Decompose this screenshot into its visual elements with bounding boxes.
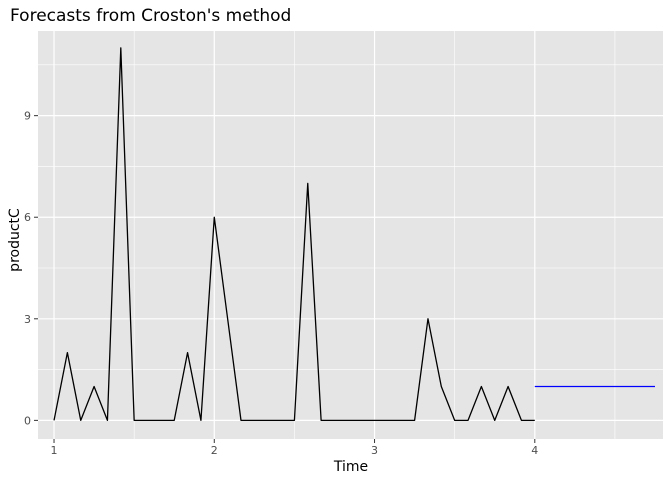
chart-title: Forecasts from Croston's method	[10, 6, 291, 26]
plot-panel	[38, 31, 663, 439]
y-tick-label: 6	[24, 211, 31, 224]
y-tick-label: 0	[24, 414, 31, 427]
y-tick-label: 9	[24, 110, 31, 123]
y-tick-label: 3	[24, 313, 31, 326]
series-layer	[53, 47, 655, 422]
x-tick-label: 1	[51, 444, 58, 457]
observed-series-line	[53, 47, 535, 422]
x-axis-label: Time	[333, 459, 368, 475]
y-axis-label: productC	[7, 208, 23, 272]
x-axis: 1 2 3 4	[51, 439, 538, 457]
x-tick-label: 4	[531, 444, 538, 457]
y-axis: 0 3 6 9	[24, 110, 38, 427]
minor-gridlines	[38, 31, 663, 439]
x-tick-label: 3	[371, 444, 378, 457]
x-tick-label: 2	[211, 444, 218, 457]
